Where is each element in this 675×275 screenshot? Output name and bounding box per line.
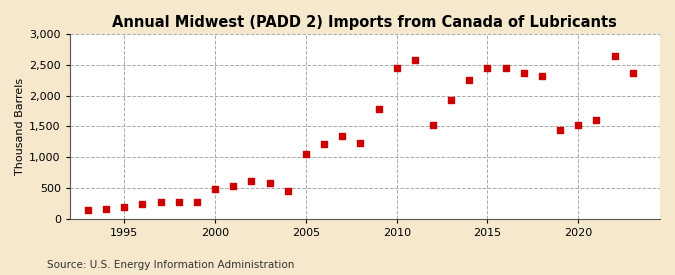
Point: [464, 77, 475, 82]
Point: [610, 54, 620, 58]
Point: [410, 58, 421, 62]
Point: [173, 200, 184, 205]
Point: [355, 141, 366, 145]
Point: [319, 142, 329, 146]
Point: [282, 188, 293, 193]
Point: [210, 186, 221, 191]
Point: [192, 199, 202, 204]
Point: [627, 71, 638, 76]
Point: [591, 118, 602, 122]
Point: [155, 200, 166, 205]
Point: [101, 207, 111, 211]
Point: [373, 106, 384, 111]
Text: Source: U.S. Energy Information Administration: Source: U.S. Energy Information Administ…: [47, 260, 294, 270]
Point: [500, 66, 511, 70]
Point: [555, 128, 566, 132]
Point: [82, 208, 93, 213]
Point: [392, 66, 402, 70]
Point: [337, 134, 348, 139]
Title: Annual Midwest (PADD 2) Imports from Canada of Lubricants: Annual Midwest (PADD 2) Imports from Can…: [113, 15, 618, 30]
Point: [246, 179, 256, 183]
Point: [300, 152, 311, 156]
Point: [482, 66, 493, 71]
Point: [264, 180, 275, 185]
Point: [137, 201, 148, 206]
Point: [573, 122, 584, 127]
Point: [228, 184, 239, 188]
Point: [119, 204, 130, 209]
Point: [446, 98, 456, 102]
Point: [537, 74, 547, 78]
Point: [427, 122, 438, 127]
Y-axis label: Thousand Barrels: Thousand Barrels: [15, 78, 25, 175]
Point: [518, 71, 529, 76]
